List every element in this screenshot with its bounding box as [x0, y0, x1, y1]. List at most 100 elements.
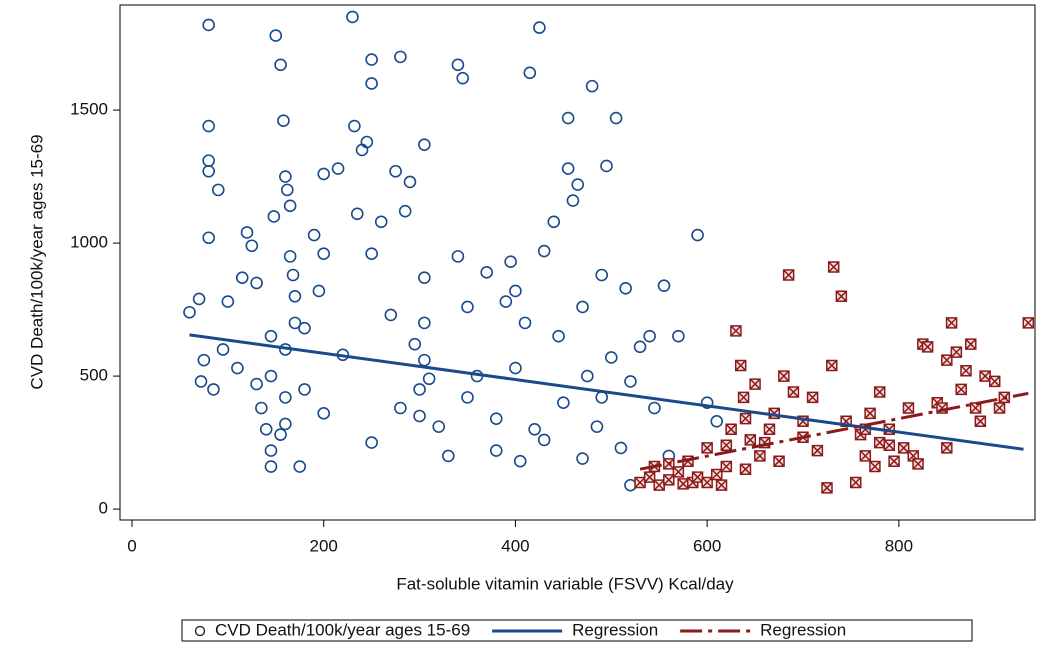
point-shape	[749, 378, 761, 390]
point-shape	[869, 460, 881, 473]
point-shape	[778, 370, 790, 382]
point	[806, 391, 819, 404]
point	[566, 194, 580, 207]
point	[902, 402, 915, 414]
point	[283, 199, 297, 213]
point	[782, 269, 795, 281]
point-shape	[653, 479, 665, 491]
point-shape	[873, 436, 886, 449]
point-shape	[835, 290, 848, 303]
point-shape	[979, 370, 991, 382]
point	[264, 369, 278, 383]
point	[883, 439, 896, 452]
point	[590, 420, 604, 433]
point	[202, 231, 215, 245]
point-shape	[763, 423, 776, 436]
point	[677, 478, 689, 490]
point	[264, 460, 278, 473]
y-axis-label: CVD Death/100k/year ages 15-69	[27, 134, 46, 389]
point	[461, 300, 474, 314]
regression-line	[639, 391, 1029, 471]
point-shape	[754, 450, 766, 462]
point	[576, 452, 589, 465]
point-shape	[873, 386, 886, 398]
point-shape	[827, 261, 840, 273]
point	[965, 338, 977, 350]
point	[974, 415, 987, 428]
point	[418, 316, 431, 330]
point	[513, 454, 527, 468]
point	[317, 407, 331, 420]
legend-marker	[194, 625, 206, 637]
point	[941, 354, 953, 366]
point	[950, 346, 963, 358]
point	[585, 79, 599, 93]
point	[413, 409, 426, 423]
point	[317, 247, 331, 261]
point	[720, 439, 733, 452]
plot-area	[119, 4, 1036, 521]
point	[725, 423, 737, 436]
point	[945, 317, 958, 329]
point	[422, 372, 436, 386]
point	[432, 420, 446, 433]
point	[701, 442, 713, 454]
point	[821, 482, 833, 494]
point-shape	[826, 359, 838, 372]
point	[202, 18, 215, 32]
point	[202, 164, 215, 178]
point	[672, 329, 685, 343]
point-shape	[730, 325, 742, 337]
point	[264, 444, 278, 457]
regression-line	[189, 333, 1024, 451]
point	[235, 271, 249, 284]
legend-label: CVD Death/100k/year ages 15-69	[215, 620, 470, 639]
point	[988, 375, 1001, 388]
point-shape	[897, 442, 910, 454]
point	[754, 450, 766, 462]
x-axis-label: Fat-soluble vitamin variable (FSVV) Kcal…	[396, 574, 734, 593]
point	[739, 463, 752, 475]
point	[403, 175, 417, 189]
point	[941, 442, 953, 454]
legend-label: Regression	[572, 620, 658, 639]
x-tick-label: 200	[310, 536, 338, 555]
point-shape	[821, 482, 833, 494]
point	[518, 316, 532, 330]
point	[461, 391, 474, 404]
x-tick-label: 800	[885, 536, 913, 555]
point-shape	[806, 391, 819, 404]
point-shape	[965, 338, 977, 350]
point	[259, 422, 273, 436]
point	[744, 434, 757, 446]
y-tick-label: 500	[80, 366, 108, 385]
point	[307, 228, 321, 242]
point	[619, 282, 632, 295]
point	[274, 58, 287, 72]
point	[955, 383, 967, 396]
point	[624, 375, 637, 388]
point	[317, 167, 331, 181]
x-tick-label: 400	[501, 536, 529, 555]
point	[691, 471, 704, 483]
point	[283, 250, 297, 263]
point	[489, 444, 503, 457]
point	[912, 458, 924, 470]
point-shape	[739, 463, 752, 475]
point	[571, 178, 585, 191]
legend-label: Regression	[760, 620, 846, 639]
point-shape	[811, 444, 824, 457]
point	[897, 442, 910, 454]
point	[389, 164, 402, 178]
point	[350, 207, 364, 221]
point	[274, 428, 287, 441]
point	[183, 305, 196, 319]
point	[279, 417, 292, 431]
point	[888, 455, 900, 467]
point	[873, 386, 886, 398]
point	[509, 284, 522, 298]
point	[240, 226, 254, 239]
point-shape	[941, 354, 953, 366]
point	[811, 444, 824, 457]
